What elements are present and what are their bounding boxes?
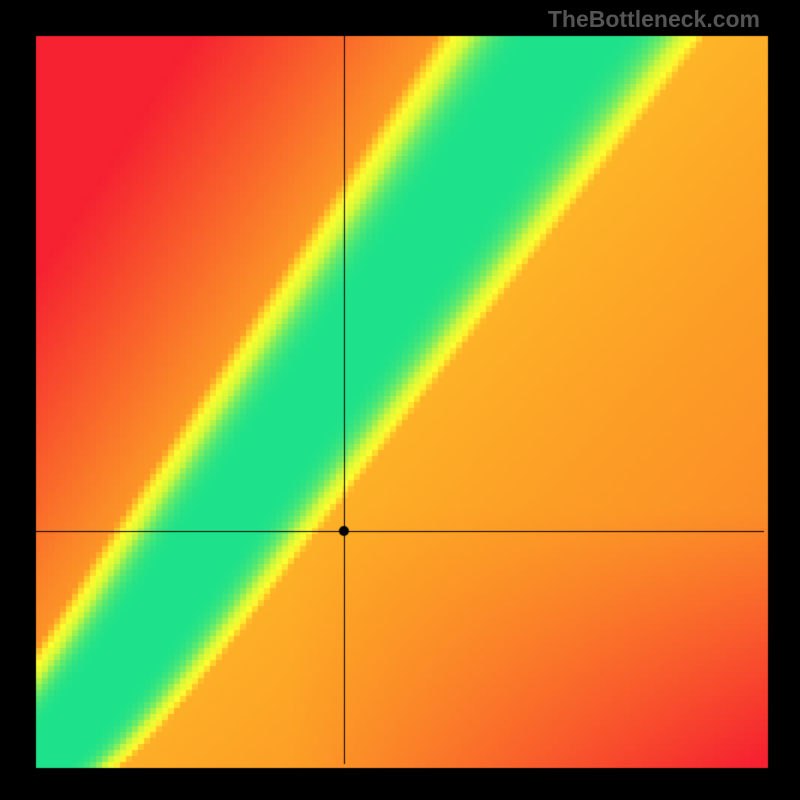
watermark-text: TheBottleneck.com	[548, 6, 760, 33]
chart-container: TheBottleneck.com	[0, 0, 800, 800]
bottleneck-heatmap	[0, 0, 800, 800]
